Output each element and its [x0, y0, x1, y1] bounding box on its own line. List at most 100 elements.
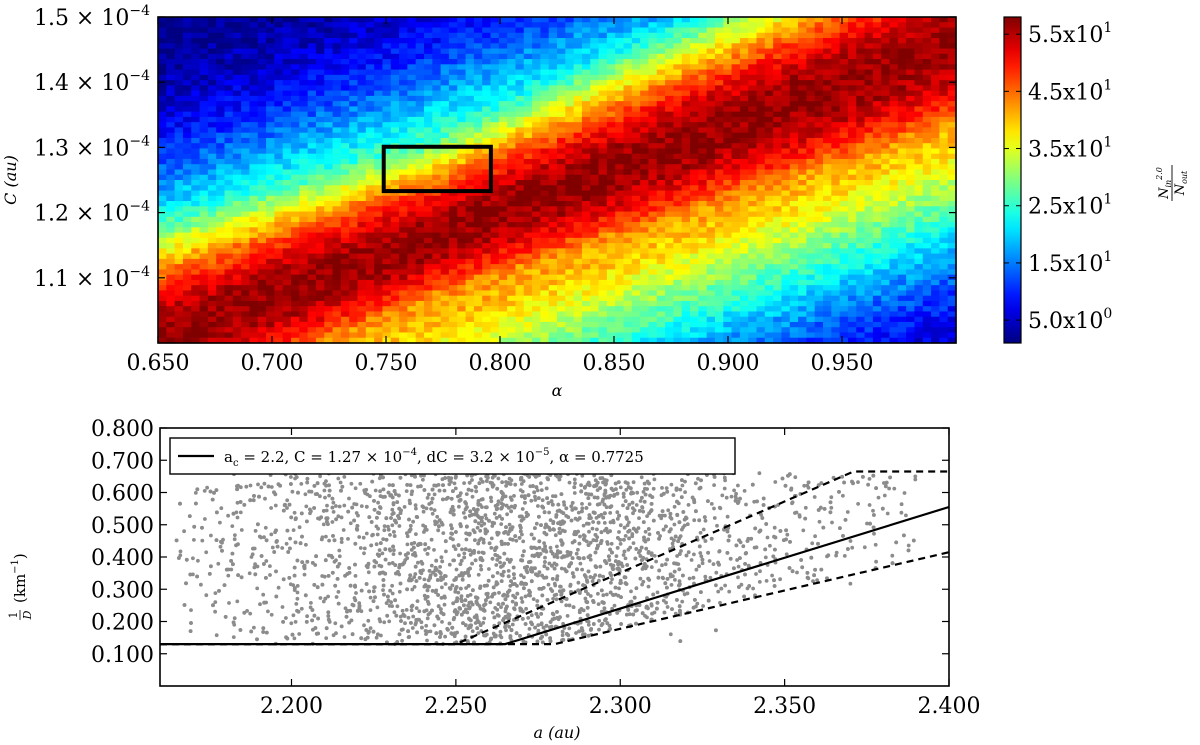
- heatmap-cell: [681, 264, 691, 270]
- heatmap-cell: [847, 206, 857, 213]
- heatmap-cell: [199, 174, 209, 181]
- heatmap-cell: [540, 59, 550, 65]
- heatmap-cell: [282, 227, 292, 234]
- heatmap-cell: [257, 253, 267, 260]
- heatmap-cell: [332, 80, 342, 86]
- heatmap-cell: [831, 148, 841, 155]
- heatmap-cell: [299, 148, 309, 155]
- heatmap-cell: [515, 174, 525, 181]
- heatmap-cell: [872, 127, 882, 134]
- heatmap-cell: [798, 180, 807, 186]
- heatmap-cell: [823, 258, 832, 265]
- heatmap-cell: [274, 59, 284, 65]
- heatmap-cell: [706, 169, 716, 176]
- heatmap-cell: [432, 274, 442, 281]
- heatmap-cell: [457, 264, 467, 270]
- heatmap-cell: [324, 195, 334, 202]
- heatmap-cell: [224, 227, 234, 234]
- heatmap-cell: [690, 222, 699, 228]
- heatmap-cell: [324, 69, 334, 76]
- heatmap-cell: [665, 206, 674, 213]
- heatmap-cell: [864, 64, 874, 71]
- heatmap-cell: [523, 85, 533, 92]
- heatmap-cell: [382, 222, 392, 228]
- heatmap-cell: [448, 111, 458, 118]
- heatmap-cell: [315, 211, 325, 218]
- heatmap-cell: [440, 101, 450, 107]
- heatmap-cell: [939, 195, 949, 202]
- heatmap-cell: [399, 74, 408, 81]
- heatmap-cell: [424, 185, 433, 192]
- heatmap-cell: [606, 174, 616, 181]
- heatmap-cell: [415, 111, 425, 118]
- heatmap-cell: [581, 137, 591, 144]
- heatmap-cell: [640, 174, 650, 181]
- heatmap-cell: [806, 122, 816, 129]
- heatmap-cell: [257, 201, 267, 207]
- heatmap-cell: [897, 90, 907, 97]
- heatmap-cell: [324, 232, 334, 239]
- heatmap-cell: [773, 38, 783, 44]
- heatmap-cell: [266, 22, 275, 29]
- heatmap-cell: [249, 74, 259, 81]
- heatmap-cell: [606, 80, 616, 86]
- heatmap-cell: [789, 185, 799, 192]
- heatmap-cell: [615, 211, 625, 218]
- heatmap-cell: [598, 164, 608, 171]
- heatmap-cell: [407, 95, 417, 102]
- heatmap-cell: [548, 137, 558, 144]
- heatmap-cell: [315, 264, 325, 270]
- heatmap-cell: [274, 180, 284, 186]
- heatmap-cell: [648, 222, 658, 228]
- heatmap-cell: [839, 69, 849, 76]
- heatmap-cell: [249, 201, 259, 207]
- heatmap-cell: [698, 180, 708, 186]
- heatmap-cell: [764, 264, 774, 270]
- heatmap-cell: [872, 85, 882, 92]
- heatmap-cell: [731, 232, 741, 239]
- heatmap-cell: [739, 38, 749, 44]
- heatmap-cell: [540, 69, 550, 76]
- heatmap-cell: [839, 90, 849, 97]
- heatmap-cell: [557, 253, 566, 260]
- heatmap-cell: [656, 190, 666, 197]
- heatmap-cell: [216, 227, 226, 234]
- heatmap-cell: [216, 53, 226, 60]
- heatmap-cell: [482, 148, 492, 155]
- heatmap-cell: [158, 116, 167, 123]
- heatmap-cell: [565, 243, 575, 249]
- heatmap-cell: [856, 43, 866, 50]
- heatmap-cell: [789, 237, 799, 244]
- heatmap-cell: [714, 95, 724, 102]
- heatmap-cell: [482, 59, 492, 65]
- heatmap-cell: [598, 253, 608, 260]
- heatmap-cell: [357, 279, 367, 286]
- heatmap-cell: [324, 248, 334, 255]
- heatmap-cell: [814, 106, 824, 113]
- heatmap-cell: [282, 164, 292, 171]
- heatmap-cell: [523, 185, 533, 192]
- heatmap-cell: [532, 285, 541, 292]
- heatmap-cell: [507, 53, 517, 60]
- heatmap-cell: [249, 43, 259, 50]
- heatmap-cell: [274, 185, 284, 192]
- heatmap-cell: [773, 17, 783, 23]
- heatmap-cell: [872, 169, 882, 176]
- heatmap-cell: [166, 180, 176, 186]
- heatmap-cell: [847, 279, 857, 286]
- heatmap-cell: [191, 285, 201, 292]
- heatmap-cell: [457, 243, 467, 249]
- heatmap-cell: [856, 264, 866, 270]
- heatmap-cell: [382, 185, 392, 192]
- heatmap-cell: [856, 74, 866, 81]
- heatmap-cell: [864, 95, 874, 102]
- heatmap-cell: [814, 90, 824, 97]
- heatmap-cell: [764, 22, 774, 29]
- heatmap-cell: [390, 27, 400, 34]
- heatmap-cell: [764, 185, 774, 192]
- heatmap-cell: [182, 53, 192, 60]
- heatmap-cell: [257, 53, 267, 60]
- heatmap-cell: [315, 153, 325, 160]
- heatmap-cell: [257, 258, 267, 265]
- heatmap-cell: [257, 85, 267, 92]
